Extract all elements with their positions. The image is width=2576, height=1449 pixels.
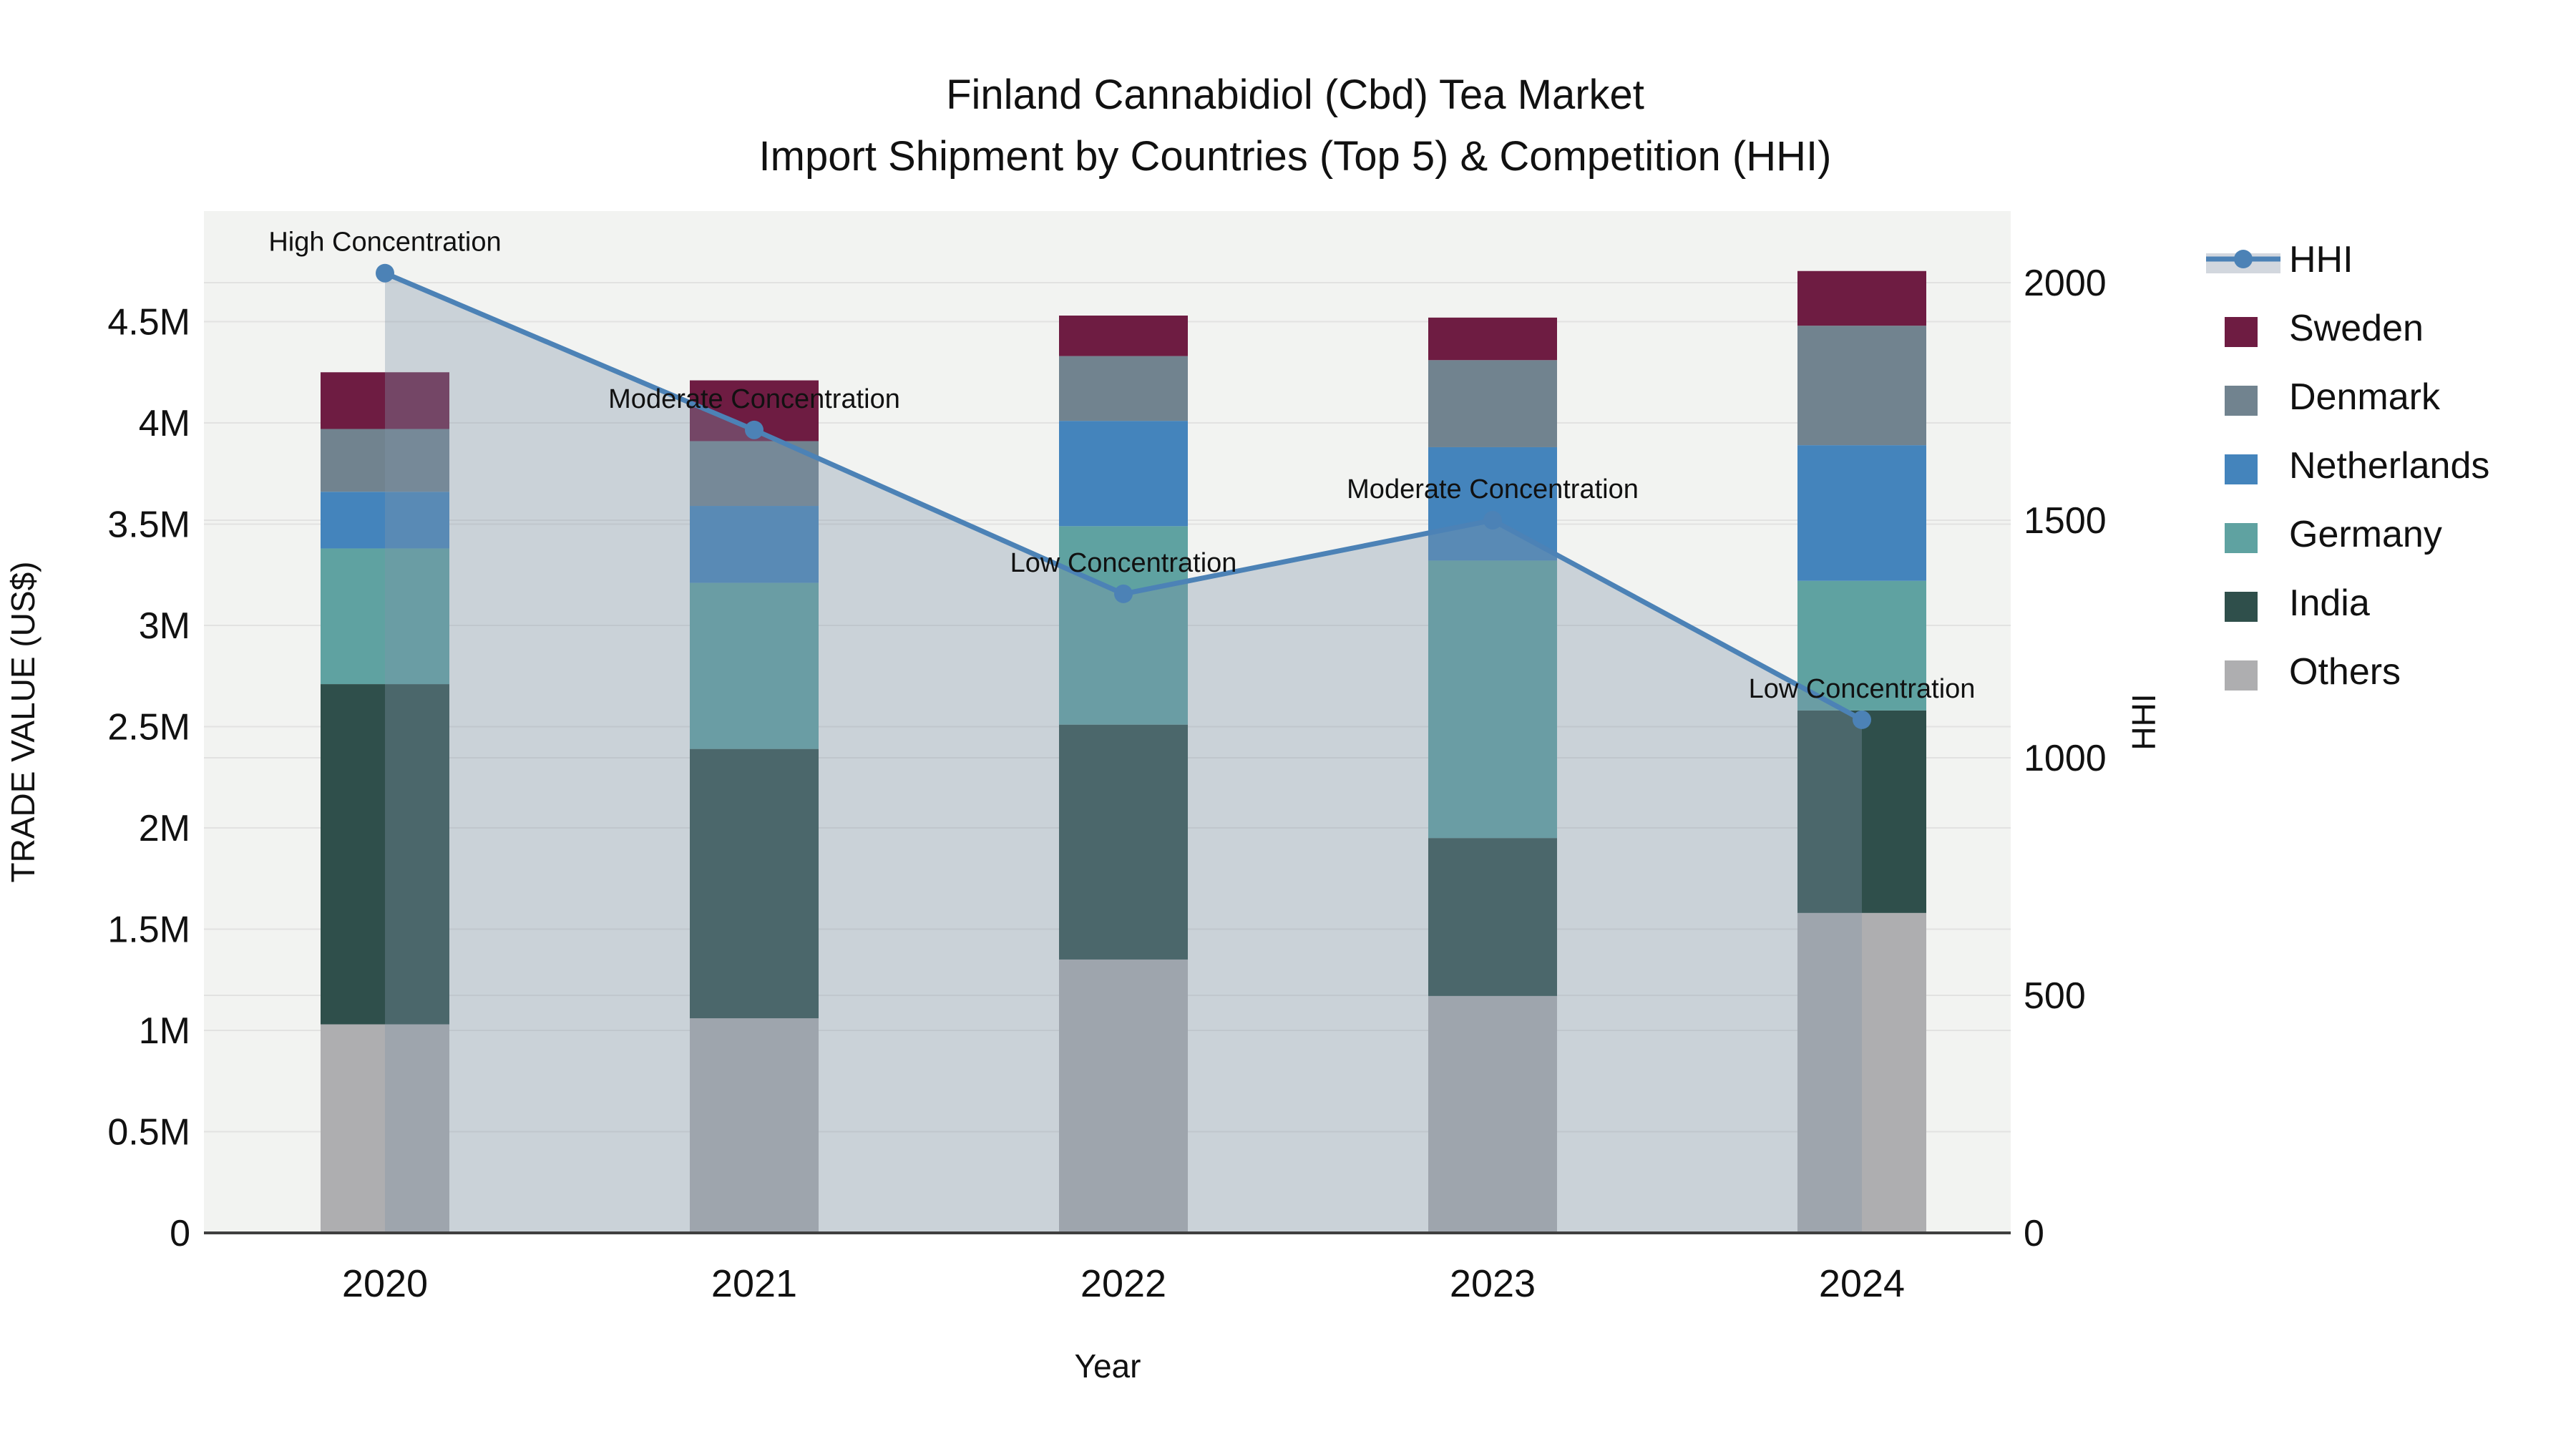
x-tick-label-2020: 2020: [342, 1262, 428, 1305]
bar-segment-2024-sweden: [1797, 270, 1926, 326]
x-tick-label-2021: 2021: [711, 1262, 797, 1305]
hhi-marker-2022: [1114, 584, 1133, 603]
plot-area: High Concentration Moderate Concentration…: [107, 211, 2107, 1305]
chart-title-line2: Import Shipment by Countries (Top 5) & C…: [759, 133, 1832, 180]
bar-segment-2023-denmark: [1428, 360, 1557, 447]
annotation-2021: Moderate Concentration: [608, 384, 900, 414]
bar-segment-2022-india: [1059, 724, 1188, 960]
legend-swatch-netherlands: [2225, 454, 2258, 484]
legend-swatch-denmark: [2225, 386, 2258, 416]
annotation-2023: Moderate Concentration: [1347, 474, 1639, 504]
bar-segment-2024-others: [1797, 912, 1926, 1233]
bar-segment-2020-netherlands: [321, 492, 449, 549]
legend-label-germany: Germany: [2289, 514, 2442, 555]
bar-segment-2024-netherlands: [1797, 445, 1926, 581]
legend-label-sweden: Sweden: [2289, 308, 2424, 349]
hhi-marker-2021: [745, 420, 763, 439]
y-left-tick-label: 4M: [139, 403, 190, 444]
y-left-tick-label: 2.5M: [107, 707, 190, 748]
hhi-marker-2023: [1483, 511, 1502, 530]
legend-label-others: Others: [2289, 651, 2401, 693]
bar-segment-2023-sweden: [1428, 317, 1557, 361]
bar-segment-2022-denmark: [1059, 356, 1188, 421]
bar-segment-2022-others: [1059, 959, 1188, 1233]
bar-segment-2021-germany: [690, 582, 819, 749]
y-left-axis-title: TRADE VALUE (US$): [4, 561, 42, 882]
bar-segment-2024-germany: [1797, 580, 1926, 711]
legend-swatch-germany: [2225, 523, 2258, 553]
bar-segment-2021-india: [690, 748, 819, 1019]
y-left-tick-label: 0: [170, 1213, 190, 1254]
bar-segment-2021-others: [690, 1018, 819, 1233]
legend-swatch-others: [2225, 660, 2258, 691]
x-tick-label-2024: 2024: [1819, 1262, 1905, 1305]
legend-swatch-sweden: [2225, 317, 2258, 347]
bar-segment-2023-others: [1428, 995, 1557, 1233]
bar-segment-2023-germany: [1428, 560, 1557, 839]
annotation-2020: High Concentration: [268, 228, 501, 258]
bar-segment-2020-others: [321, 1024, 449, 1233]
y-left-tick-label: 3.5M: [107, 504, 190, 546]
bar-segment-2020-denmark: [321, 429, 449, 492]
y-right-axis-title: HHI: [2125, 693, 2162, 750]
bar-segment-2020-sweden: [321, 372, 449, 429]
legend: HHI Sweden Denmark Netherlands Germany India O…: [2206, 239, 2489, 693]
bar-segment-2020-germany: [321, 548, 449, 685]
bar-segment-2024-denmark: [1797, 326, 1926, 446]
y-right-tick-label: 0: [2024, 1213, 2044, 1254]
legend-item-hhi[interactable]: HHI: [2206, 239, 2353, 280]
legend-label-denmark: Denmark: [2289, 376, 2441, 418]
y-left-tick-label: 1M: [139, 1010, 190, 1052]
y-right-tick-label: 500: [2024, 975, 2086, 1017]
y-left-tick-label: 3M: [139, 605, 190, 647]
y-left-tick-label: 2M: [139, 808, 190, 849]
hhi-marker-2024: [1853, 710, 1871, 729]
legend-item-netherlands[interactable]: Netherlands: [2225, 445, 2489, 487]
legend-item-germany[interactable]: Germany: [2225, 514, 2442, 555]
x-tick-label-2023: 2023: [1450, 1262, 1536, 1305]
bar-segment-2023-india: [1428, 838, 1557, 996]
bar-segment-2022-netherlands: [1059, 421, 1188, 527]
hhi-legend-marker: [2234, 250, 2253, 268]
bar-segment-2021-denmark: [690, 441, 819, 507]
legend-item-others[interactable]: Others: [2225, 651, 2401, 693]
legend-label-netherlands: Netherlands: [2289, 445, 2489, 487]
legend-label-india: India: [2289, 582, 2370, 624]
bar-segment-2024-india: [1797, 710, 1926, 913]
y-right-tick-label: 2000: [2024, 263, 2107, 304]
legend-label-hhi: HHI: [2289, 239, 2353, 280]
chart-title-line1: Finland Cannabidiol (Cbd) Tea Market: [946, 72, 1644, 118]
x-axis-title: Year: [1075, 1347, 1141, 1385]
bar-segment-2022-germany: [1059, 526, 1188, 725]
legend-item-sweden[interactable]: Sweden: [2225, 308, 2424, 349]
y-right-tick-label: 1000: [2024, 738, 2107, 779]
legend-swatch-india: [2225, 592, 2258, 622]
annotation-2024: Low Concentration: [1749, 674, 1976, 704]
y-left-tick-label: 0.5M: [107, 1112, 190, 1153]
annotation-2022: Low Concentration: [1010, 548, 1237, 578]
x-tick-label-2022: 2022: [1080, 1262, 1166, 1305]
y-left-tick-label: 1.5M: [107, 909, 190, 951]
y-left-tick-label: 4.5M: [107, 302, 190, 343]
hhi-area-fill: [385, 273, 1862, 1234]
legend-item-denmark[interactable]: Denmark: [2225, 376, 2441, 418]
legend-item-india[interactable]: India: [2225, 582, 2370, 624]
y-right-tick-label: 1500: [2024, 500, 2107, 542]
bar-segment-2021-netherlands: [690, 506, 819, 583]
bar-segment-2022-sweden: [1059, 316, 1188, 356]
hhi-marker-2020: [376, 263, 394, 283]
bar-segment-2020-india: [321, 684, 449, 1025]
